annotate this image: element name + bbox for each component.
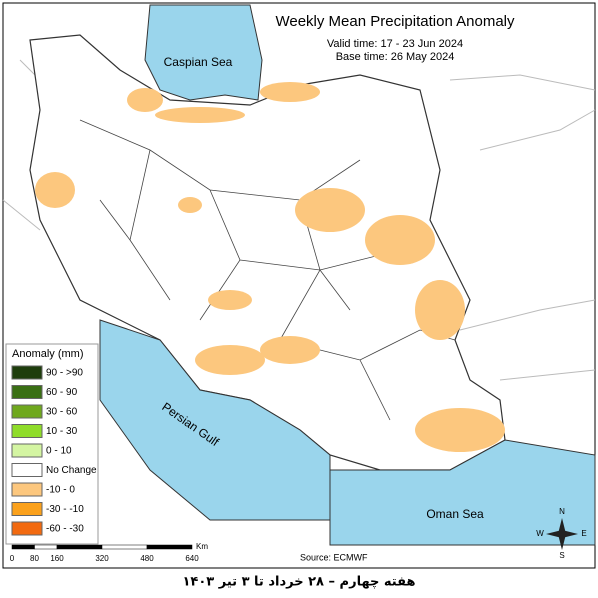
scale-segment: [56, 544, 103, 550]
legend-label: -60 - -30: [46, 524, 84, 535]
legend-label: 30 - 60: [46, 407, 78, 418]
scale-segment: [101, 544, 148, 550]
legend-label: 0 - 10: [46, 446, 72, 457]
scale-unit: Km: [196, 542, 208, 551]
base-time: Base time: 26 May 2024: [336, 51, 455, 63]
patch: [295, 188, 365, 232]
patch: [415, 280, 465, 340]
legend-label: 90 - >90: [46, 368, 83, 379]
title: Weekly Mean Precipitation Anomaly: [275, 13, 515, 30]
legend-swatch: [11, 365, 43, 380]
persian-gulf: [99, 319, 331, 521]
patch: [208, 290, 252, 310]
patch: [260, 82, 320, 102]
sea-label: Oman Sea: [426, 507, 484, 521]
valid-time: Valid time: 17 - 23 Jun 2024: [327, 38, 463, 50]
compass-n: N: [559, 507, 565, 516]
legend-label: -30 - -10: [46, 504, 84, 515]
compass-rose: [546, 518, 578, 550]
legend: 90 - >90 60 - 90 30 - 60 10 - 30 0 - 10 No Ch…: [11, 365, 97, 536]
scale-label: 160: [50, 554, 64, 563]
scale-label: 640: [185, 554, 199, 563]
legend-swatch: [11, 502, 43, 516]
caspian-sea: [144, 4, 263, 101]
sea-label: Caspian Sea: [164, 55, 233, 69]
legend-swatch: [11, 443, 43, 458]
province-border: [79, 119, 456, 421]
patch: [365, 215, 435, 265]
source: Source: ECMWF: [300, 552, 368, 562]
legend-swatch: [11, 482, 43, 497]
scale-label: 80: [30, 554, 39, 563]
scale-label: 480: [140, 554, 154, 563]
legend-title: Anomaly (mm): [12, 348, 84, 360]
patch: [178, 197, 202, 213]
patch: [127, 88, 163, 112]
legend-label: 10 - 30: [46, 426, 78, 437]
patch: [260, 336, 320, 364]
compass-w: W: [536, 529, 544, 538]
legend-swatch: [11, 404, 43, 419]
compass: N S W E: [536, 507, 586, 560]
anomaly-patches: [35, 82, 505, 452]
scale-label: 0: [10, 554, 15, 563]
legend-label: No Change: [46, 465, 97, 476]
legend-label: -10 - 0: [46, 485, 75, 496]
scale-label: 320: [95, 554, 109, 563]
legend-swatch: [11, 385, 43, 399]
scale-segment: [146, 544, 193, 550]
legend-swatch: [11, 463, 43, 477]
scale-segment: [11, 544, 35, 550]
patch: [195, 345, 265, 375]
oman-sea: [329, 439, 596, 546]
legend-label: 60 - 90: [46, 387, 78, 398]
patch: [35, 172, 75, 208]
compass-s: S: [559, 551, 564, 560]
scale-segment: [34, 544, 58, 550]
compass-e: E: [581, 529, 586, 538]
patch: [415, 408, 505, 452]
legend-swatch: [11, 521, 43, 536]
footer: هفته چهارم – ۲۸ خرداد تا ۳ تیر ۱۴۰۳: [183, 575, 416, 590]
patch: [155, 107, 245, 123]
legend-swatch: [11, 424, 43, 438]
scale-bar: 0 80 160 320 480 640 Km: [10, 542, 209, 563]
